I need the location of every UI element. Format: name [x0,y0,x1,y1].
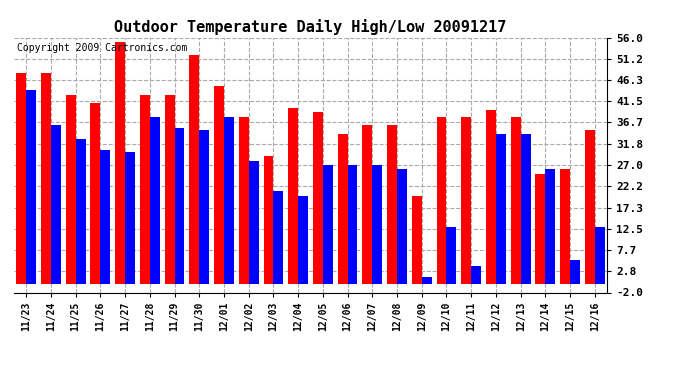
Bar [412,196,422,284]
Bar [535,174,545,284]
Bar [264,156,273,284]
Bar [422,277,432,284]
Bar [214,86,224,284]
Title: Outdoor Temperature Daily High/Low 20091217: Outdoor Temperature Daily High/Low 20091… [115,19,506,35]
Bar [76,139,86,284]
Bar [521,134,531,284]
Bar [471,266,481,284]
Bar [437,117,446,284]
Bar [248,160,259,284]
Bar [323,165,333,284]
Bar [362,125,373,284]
Bar [337,134,348,284]
Bar [545,170,555,284]
Bar [462,117,471,284]
Bar [199,130,209,284]
Bar [387,125,397,284]
Text: Copyright 2009 Cartronics.com: Copyright 2009 Cartronics.com [17,43,187,52]
Bar [26,90,36,284]
Bar [373,165,382,284]
Bar [115,42,125,284]
Bar [165,94,175,284]
Bar [298,196,308,284]
Bar [273,191,284,284]
Bar [125,152,135,284]
Bar [90,104,100,284]
Bar [140,94,150,284]
Bar [595,226,604,284]
Bar [496,134,506,284]
Bar [585,130,595,284]
Bar [397,170,407,284]
Bar [150,117,159,284]
Bar [560,170,570,284]
Bar [100,150,110,284]
Bar [41,73,51,284]
Bar [511,117,521,284]
Bar [66,94,76,284]
Bar [239,117,248,284]
Bar [313,112,323,284]
Bar [17,73,26,284]
Bar [570,260,580,284]
Bar [175,128,184,284]
Bar [446,226,456,284]
Bar [486,110,496,284]
Bar [51,125,61,284]
Bar [189,55,199,284]
Bar [348,165,357,284]
Bar [224,117,234,284]
Bar [288,108,298,284]
